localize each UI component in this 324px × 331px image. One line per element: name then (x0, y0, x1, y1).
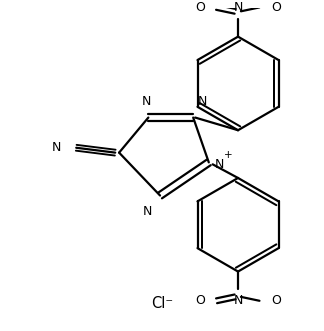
Text: +: + (225, 150, 233, 160)
Text: O: O (271, 1, 281, 14)
Text: N: N (214, 158, 224, 171)
Text: Cl⁻: Cl⁻ (151, 296, 173, 311)
Text: N: N (233, 294, 243, 307)
Text: O: O (195, 1, 205, 14)
Text: N: N (143, 205, 152, 218)
Text: N: N (51, 141, 61, 154)
Text: N: N (233, 1, 243, 14)
Text: O: O (195, 294, 205, 307)
Text: N: N (142, 95, 151, 108)
Text: N: N (198, 95, 207, 108)
Text: O: O (271, 294, 281, 307)
